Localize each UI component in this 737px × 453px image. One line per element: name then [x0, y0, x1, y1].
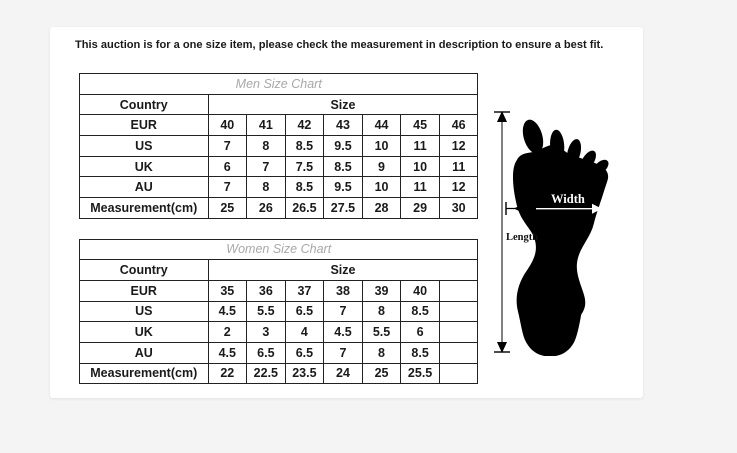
svg-text:Length: Length [506, 232, 538, 243]
svg-text:Width: Width [551, 192, 585, 206]
